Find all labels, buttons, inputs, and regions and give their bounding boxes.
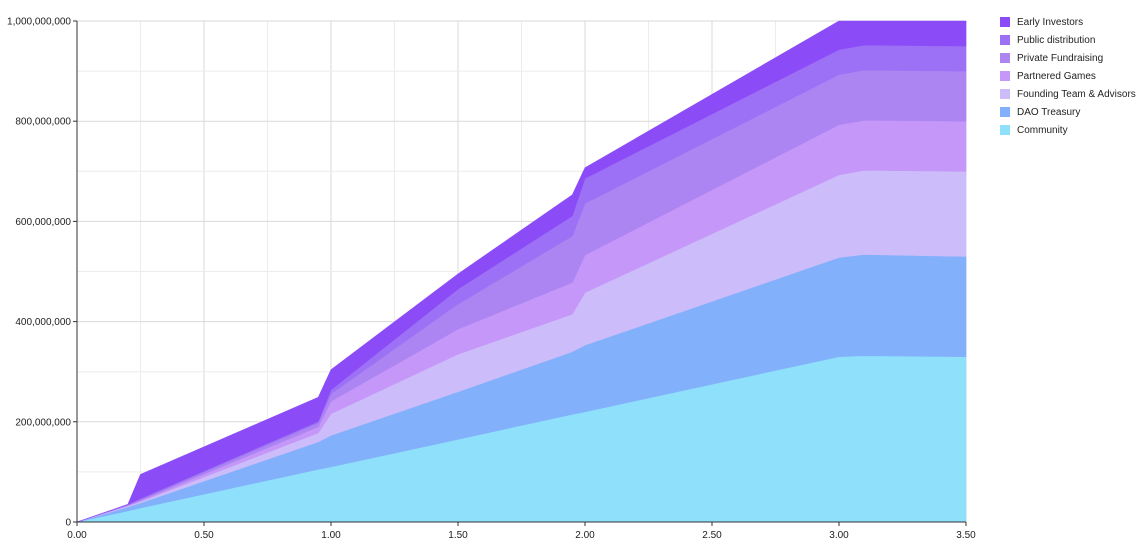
x-tick-label: 3.50 xyxy=(956,530,976,541)
legend-item-public-distribution: Public distribution xyxy=(1000,31,1136,49)
axes xyxy=(76,21,966,523)
x-tick-label: 2.50 xyxy=(702,530,722,541)
y-tick-label: 200,000,000 xyxy=(15,417,71,428)
legend-label: Public distribution xyxy=(1017,34,1096,46)
legend: Early Investors Public distribution Privat… xyxy=(1000,13,1136,139)
legend-label: Partnered Games xyxy=(1017,70,1096,82)
x-axis-ticks: 0.00 0.50 1.00 1.50 2.00 2.50 3.00 3.50 xyxy=(67,522,976,541)
area-series xyxy=(76,20,967,523)
legend-label: Private Fundraising xyxy=(1017,52,1104,64)
legend-item-founding-team-advisors: Founding Team & Advisors xyxy=(1000,85,1136,103)
x-tick-label: 0.00 xyxy=(67,530,87,541)
legend-swatch xyxy=(1000,89,1010,99)
legend-item-community: Community xyxy=(1000,121,1136,139)
x-tick-label: 1.00 xyxy=(321,530,341,541)
y-tick-label: 0 xyxy=(65,518,71,529)
y-tick-label: 400,000,000 xyxy=(15,317,71,328)
legend-label: DAO Treasury xyxy=(1017,106,1081,118)
legend-swatch xyxy=(1000,125,1010,135)
legend-label: Early Investors xyxy=(1017,16,1084,28)
legend-item-dao-treasury: DAO Treasury xyxy=(1000,103,1136,121)
legend-swatch xyxy=(1000,35,1010,45)
x-tick-label: 2.00 xyxy=(575,530,595,541)
x-tick-label: 1.50 xyxy=(448,530,468,541)
y-tick-label: 600,000,000 xyxy=(15,217,71,228)
x-tick-label: 0.50 xyxy=(194,530,214,541)
legend-swatch xyxy=(1000,71,1010,81)
legend-item-partnered-games: Partnered Games xyxy=(1000,67,1136,85)
legend-item-early-investors: Early Investors xyxy=(1000,13,1136,31)
legend-swatch xyxy=(1000,53,1010,63)
y-tick-label: 800,000,000 xyxy=(15,117,71,128)
y-axis-ticks: 0 200,000,000 400,000,000 600,000,000 800,00… xyxy=(7,17,77,529)
legend-swatch xyxy=(1000,17,1010,27)
legend-swatch xyxy=(1000,107,1010,117)
legend-label: Founding Team & Advisors xyxy=(1017,88,1136,100)
legend-label: Community xyxy=(1017,124,1068,136)
y-tick-label: 1,000,000,000 xyxy=(7,17,71,28)
area-early-investors xyxy=(76,20,967,523)
x-tick-label: 3.00 xyxy=(829,530,849,541)
legend-item-private-fundraising: Private Fundraising xyxy=(1000,49,1136,67)
